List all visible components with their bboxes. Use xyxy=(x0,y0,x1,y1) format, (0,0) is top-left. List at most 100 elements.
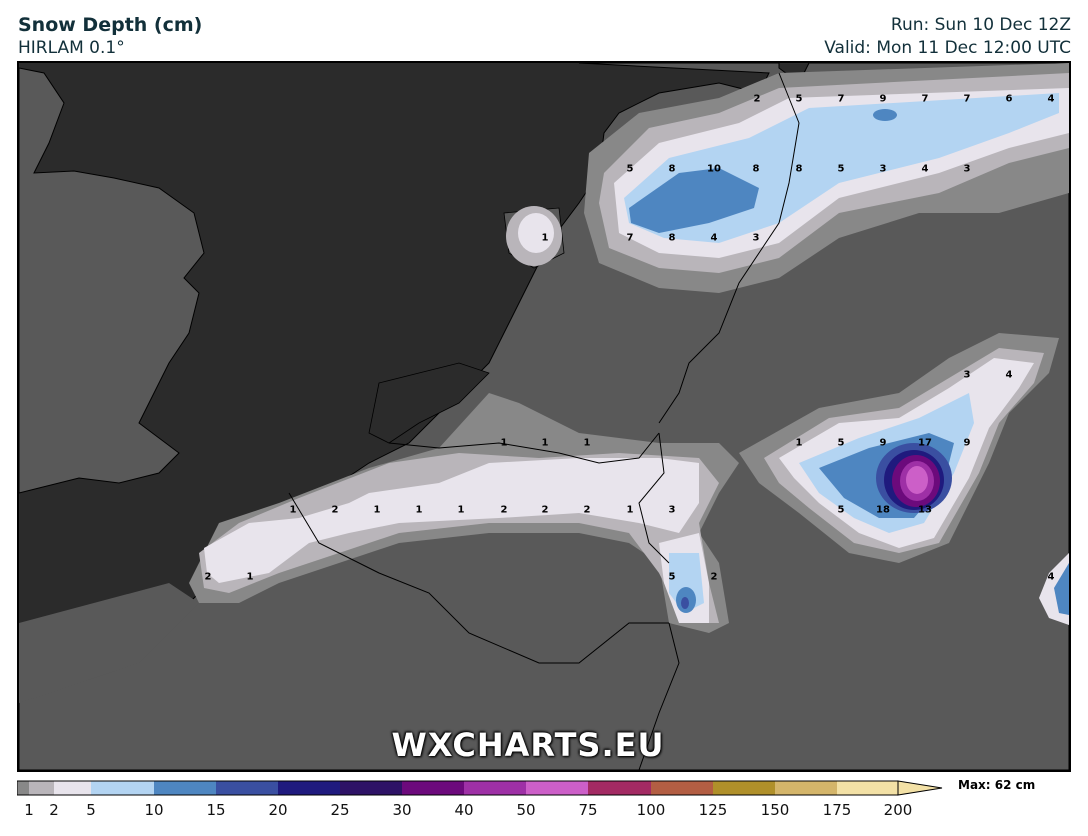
value-label-nl-south-4: 3 xyxy=(752,232,760,244)
value-label-fr-2: 1 xyxy=(246,571,254,583)
value-label-nl-mid-1: 5 xyxy=(626,163,634,175)
legend-swatch-11 xyxy=(588,781,651,795)
value-label-nl-north-1: 2 xyxy=(753,93,761,105)
legend-swatch-7 xyxy=(340,781,402,795)
legend-swatch-12 xyxy=(651,781,713,795)
value-label-nl-south-2: 8 xyxy=(668,232,676,244)
value-label-nl-north-6: 7 xyxy=(963,93,971,105)
snow-band-south-3 xyxy=(204,458,699,583)
value-label-de-e-1: 3 xyxy=(963,369,971,381)
legend-swatch-0 xyxy=(17,781,29,795)
value-label-nl-north-5: 7 xyxy=(921,93,929,105)
value-label-de-c-6: 5 xyxy=(837,504,845,516)
legend-tick-label: 1 xyxy=(24,801,34,819)
great-britain xyxy=(19,67,205,494)
value-label-nl-mid-7: 3 xyxy=(879,163,887,175)
value-label-band-9: 1 xyxy=(626,504,634,516)
value-label-nl-south-3: 4 xyxy=(710,232,718,244)
value-label-nl-mid-4: 8 xyxy=(752,163,760,175)
valid-time: Valid: Mon 11 Dec 12:00 UTC xyxy=(824,38,1071,58)
value-label-lux-2: 2 xyxy=(710,571,718,583)
value-label-nl-mid-9: 3 xyxy=(963,163,971,175)
value-label-band-10: 3 xyxy=(668,504,676,516)
legend-tick-label: 175 xyxy=(822,801,852,819)
watermark: WXCHARTS.EU xyxy=(391,726,665,764)
value-label-nl-north-8: 4 xyxy=(1047,93,1055,105)
run-time: Run: Sun 10 Dec 12Z xyxy=(890,15,1071,35)
value-label-band-4: 1 xyxy=(415,504,423,516)
legend-swatch-3 xyxy=(91,781,154,795)
color-legend xyxy=(17,780,943,796)
value-label-band-3: 1 xyxy=(373,504,381,516)
value-label-nl-mid-6: 5 xyxy=(837,163,845,175)
value-label-nl-north-3: 7 xyxy=(837,93,845,105)
border-be-de xyxy=(638,432,670,564)
value-label-fr-1: 2 xyxy=(204,571,212,583)
snow-east-edge-2 xyxy=(1054,563,1069,615)
map-canvas xyxy=(19,63,1069,770)
legend-tick-label: 50 xyxy=(516,801,536,819)
legend-tick-label: 10 xyxy=(144,801,164,819)
legend-swatch-2 xyxy=(54,781,91,795)
legend-swatch-1 xyxy=(29,781,54,795)
value-label-nl-mid-5: 8 xyxy=(795,163,803,175)
value-label-de-e-2: 4 xyxy=(1005,369,1013,381)
legend-swatch-9 xyxy=(464,781,526,795)
legend-swatch-10 xyxy=(526,781,588,795)
border-nl-de xyxy=(658,72,800,424)
model-name: HIRLAM 0.1° xyxy=(18,38,125,58)
map-title: Snow Depth (cm) xyxy=(18,14,203,36)
legend-tick-label: 200 xyxy=(883,801,913,819)
snow-band-north-5 xyxy=(629,168,759,233)
value-label-nl-south-1: 7 xyxy=(626,232,634,244)
value-label-de-c-8: 13 xyxy=(918,504,932,516)
value-label-band-8: 2 xyxy=(583,504,591,516)
legend-tick-label: 30 xyxy=(392,801,412,819)
legend-tick-label: 150 xyxy=(760,801,790,819)
value-label-de-c-1: 1 xyxy=(795,437,803,449)
legend-extend-arrow xyxy=(897,780,943,796)
value-label-nl-north-2: 5 xyxy=(795,93,803,105)
value-label-band-1: 1 xyxy=(289,504,297,516)
legend-tick-label: 5 xyxy=(86,801,96,819)
legend-swatch-13 xyxy=(713,781,775,795)
value-label-nl-mid-8: 4 xyxy=(921,163,929,175)
snow-de-10 xyxy=(906,466,928,494)
value-label-texel: 1 xyxy=(541,232,549,244)
border-be-nl xyxy=(388,432,660,464)
legend-tick-label: 40 xyxy=(454,801,474,819)
light-land xyxy=(19,583,199,703)
legend-tick-label: 2 xyxy=(49,801,59,819)
legend-swatch-14 xyxy=(775,781,837,795)
snow-texel-2 xyxy=(518,213,554,253)
value-label-de-c-2: 5 xyxy=(837,437,845,449)
legend-swatch-6 xyxy=(278,781,340,795)
snow-spot-north xyxy=(873,109,897,121)
value-label-de-c-5: 9 xyxy=(963,437,971,449)
border-be-fr xyxy=(288,492,669,664)
value-label-nl-mid-3: 10 xyxy=(707,163,721,175)
legend-swatch-15 xyxy=(837,781,898,795)
value-label-lux-1: 5 xyxy=(668,571,676,583)
value-label-de-c-7: 18 xyxy=(876,504,890,516)
legend-tick-label: 15 xyxy=(206,801,226,819)
legend-tick-label: 100 xyxy=(636,801,666,819)
value-label-be-1: 1 xyxy=(500,437,508,449)
value-label-east-edge: 4 xyxy=(1047,571,1055,583)
value-label-band-7: 2 xyxy=(541,504,549,516)
legend-tick-label: 25 xyxy=(330,801,350,819)
snow-depth-map: 2 5 7 9 7 7 6 4 5 8 10 8 8 5 3 4 3 1 7 8 4 3 3 4 1 5 9 17 9 5 18 13 1 1 1 1… xyxy=(17,61,1071,772)
legend-tick-label: 20 xyxy=(268,801,288,819)
legend-swatch-8 xyxy=(402,781,464,795)
legend-frame xyxy=(17,780,899,796)
border-de-fr xyxy=(638,622,680,770)
snow-lux-core xyxy=(681,597,689,609)
legend-tick-label: 125 xyxy=(698,801,728,819)
value-label-be-3: 1 xyxy=(583,437,591,449)
value-label-be-2: 1 xyxy=(541,437,549,449)
legend-tick-label: 75 xyxy=(578,801,598,819)
value-label-nl-north-7: 6 xyxy=(1005,93,1013,105)
value-label-band-5: 1 xyxy=(457,504,465,516)
value-label-band-6: 2 xyxy=(500,504,508,516)
value-label-nl-mid-2: 8 xyxy=(668,163,676,175)
